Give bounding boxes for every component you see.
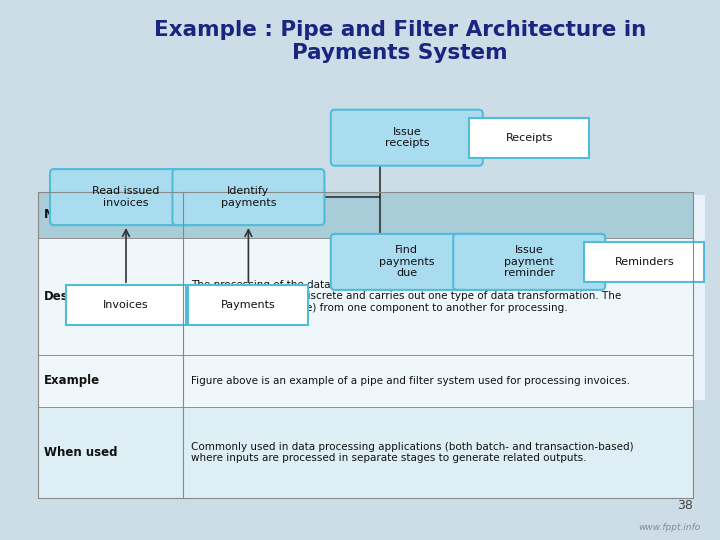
FancyBboxPatch shape [50,169,202,225]
FancyBboxPatch shape [38,238,693,355]
FancyBboxPatch shape [38,355,693,407]
FancyBboxPatch shape [38,407,693,498]
FancyBboxPatch shape [330,110,483,166]
Text: Reminders: Reminders [615,257,674,267]
Text: Identify
payments: Identify payments [220,186,276,208]
Text: Commonly used in data processing applications (both batch- and transaction-based: Commonly used in data processing applica… [191,442,634,463]
Text: Pipe and filter: Pipe and filter [191,208,286,221]
Text: Issue
receipts: Issue receipts [384,127,429,148]
Text: www.fppt.info: www.fppt.info [638,523,700,532]
Text: Invoices: Invoices [103,300,149,310]
FancyBboxPatch shape [585,242,704,282]
FancyBboxPatch shape [469,118,589,158]
Text: Find
payments
due: Find payments due [379,245,435,279]
Text: Name: Name [44,208,82,221]
FancyBboxPatch shape [38,192,693,238]
FancyBboxPatch shape [172,169,325,225]
Text: 38: 38 [677,499,693,512]
FancyBboxPatch shape [189,285,308,325]
Text: The processing of the data in a system is organized so that each processing
comp: The processing of the data in a system i… [191,280,621,313]
Text: Description: Description [44,289,120,303]
FancyBboxPatch shape [330,234,483,290]
Text: Example : Pipe and Filter Architecture in: Example : Pipe and Filter Architecture i… [154,20,646,40]
FancyBboxPatch shape [453,234,606,290]
Text: Example: Example [44,374,100,387]
Text: Payments System: Payments System [292,43,508,63]
Text: When used: When used [44,446,117,459]
Text: Payments: Payments [221,300,276,310]
FancyBboxPatch shape [66,285,186,325]
Text: Figure above is an example of a pipe and filter system used for processing invoi: Figure above is an example of a pipe and… [191,376,630,386]
Text: Issue
payment
reminder: Issue payment reminder [504,245,554,279]
FancyBboxPatch shape [105,195,705,400]
Text: Read issued
invoices: Read issued invoices [92,186,160,208]
Text: Receipts: Receipts [505,133,553,143]
